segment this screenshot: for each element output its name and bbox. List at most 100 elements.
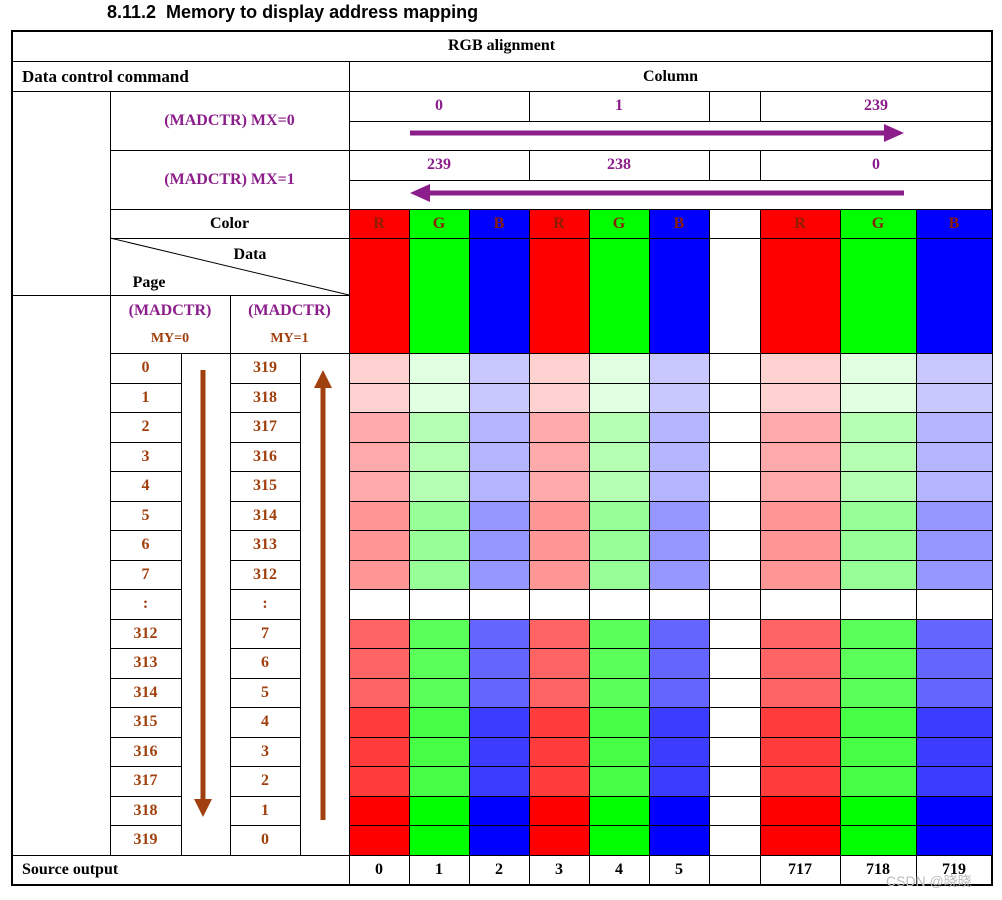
pixel-cell-g [589,648,650,679]
page-label: Page [132,273,166,291]
my1-page-number: 318 [253,388,277,406]
channel-block-r [760,238,841,354]
pixel-cell-b [916,383,993,413]
my1-page-number: 4 [261,713,269,730]
my0-page-number: 2 [141,418,150,435]
pixel-cell-g [589,560,650,590]
pixel-cell-r [760,678,841,708]
my1-page-number: 7 [261,624,269,642]
pixel-cell-r [529,737,590,767]
my0-page-number: 6 [141,536,150,553]
pixel-cell-r [349,825,410,856]
channel-letter-r: R [794,214,806,232]
pixel-cell-r [529,678,590,708]
mx1-column-number: 238 [607,156,631,173]
pixel-cell-g [589,353,650,384]
rgb-alignment-title: RGB alignment [447,37,556,54]
source-output-value: 1 [435,861,443,878]
pixel-cell-g [409,678,470,708]
pixel-cell-r [760,825,841,856]
source-output-value: 4 [615,861,623,878]
pixel-cell-b [649,560,710,590]
pixel-cell-g [589,530,650,561]
pixel-cell-g [589,442,650,472]
my1-madctr-label: (MADCTR) [248,302,331,319]
pixel-cell-r [349,678,410,708]
data-label: Data [233,245,267,263]
channel-letter-r: R [553,214,565,232]
pixel-cell-b [916,678,993,708]
my0-page-number: 315 [133,713,158,730]
my1-page-number: 315 [253,477,277,494]
channel-letter-g: G [871,214,885,232]
pixel-cell-r [760,648,841,679]
pixel-cell-r [529,560,590,590]
pixel-cell-b [649,589,710,620]
pixel-cell-g [840,383,917,413]
column-label: Column [642,67,699,85]
pixel-cell-g [409,619,470,649]
my1-page-number: 312 [253,565,277,583]
my1-value-label: MY=1 [270,331,309,346]
mx0-arrowhead-right-icon [884,124,904,142]
mx0-column-number: 239 [864,97,888,114]
channel-letter-g: G [432,214,446,232]
my0-page-number: 0 [141,359,150,376]
pixel-cell-g [409,766,470,797]
section-heading: 8.11.2 Memory to display address mapping [107,2,479,22]
pixel-cell-b [469,678,530,708]
source-output-cell [916,855,993,886]
my1-page-number: 0 [261,831,269,848]
pixel-cell-b [916,589,993,620]
source-output-gap-cell [709,855,761,886]
my1-page-number: 3 [261,742,269,760]
pixel-cell-r [349,766,410,797]
watermark: CSDN @晓晓 [886,873,972,889]
my1-page-number: 1 [261,801,269,819]
pixel-cell-b [916,353,993,384]
pixel-cell-r [529,383,590,413]
my1-page-number: 313 [253,536,277,553]
my0-page-number: 4 [141,477,150,494]
my0-page-number: 3 [141,447,150,465]
pixel-cell-b [649,501,710,531]
pixel-cell-b [469,825,530,856]
mx1-arrowhead-left-icon [410,184,430,202]
my0-arrowhead-down-icon [194,799,212,817]
source-output-value: 717 [788,861,812,878]
source-output-value: 0 [375,861,383,878]
channel-letter-b: B [493,214,505,232]
pixel-cell-r [760,707,841,738]
pixel-cell-b [469,530,530,561]
pixel-cell-b [649,825,710,856]
pixel-cell-g [840,353,917,384]
channel-letter-g: G [612,214,626,232]
channel-block-r [349,238,410,354]
source-output-value: 718 [866,861,890,878]
pixel-cell-g [840,589,917,620]
data-control-command-label: Data control command [22,66,189,86]
pixel-cell-b [916,412,993,443]
my0-page-number: 317 [133,772,158,789]
pixel-cell-g [409,796,470,826]
my1-page-number: 317 [253,418,277,435]
pixel-cell-b [916,648,993,679]
my0-page-number: 319 [133,831,158,848]
pixel-cell-b [469,766,530,797]
pixel-cell-g [409,589,470,620]
pixel-cell-b [916,530,993,561]
pixel-cell-r [529,796,590,826]
pixel-cell-r [760,619,841,649]
pixel-cell-b [916,825,993,856]
my0-page-number: 318 [133,801,158,819]
pixel-cell-b [469,737,530,767]
my1-page-number: : [262,595,268,612]
my0-page-number: 1 [141,388,150,406]
my0-page-number: 313 [133,654,158,671]
pixel-cell-g [409,383,470,413]
pixel-cell-b [916,737,993,767]
mx0-column-number: 1 [615,97,623,114]
pixel-cell-b [469,648,530,679]
mx1-column-number: 239 [427,156,451,173]
channel-header-b [649,209,710,239]
